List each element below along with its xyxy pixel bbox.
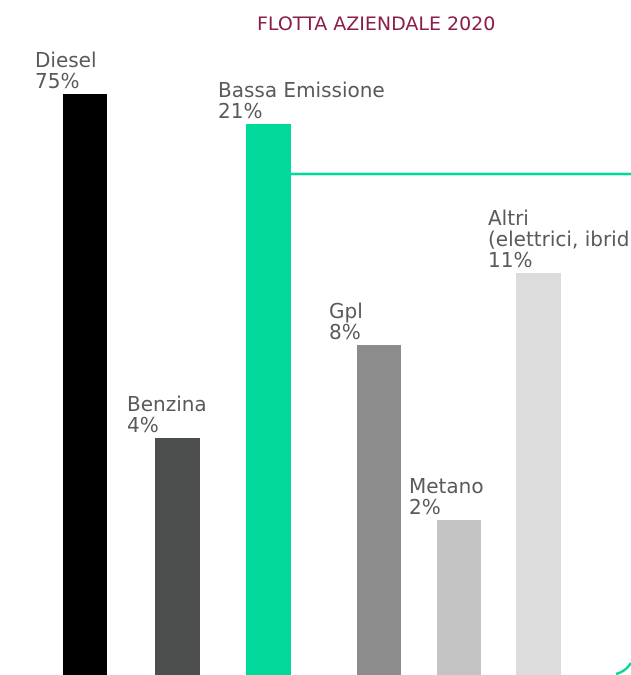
value-label-altri: 11%: [488, 248, 532, 272]
bar-benzina: [155, 438, 200, 675]
category-label-gpl: Gpl: [329, 299, 363, 323]
category-label-metano: Metano: [409, 474, 484, 498]
bar-altri: [516, 273, 561, 675]
bar-diesel: [63, 94, 107, 675]
category-label-diesel: Diesel: [35, 48, 97, 72]
category-label-altri: Altri: [488, 206, 529, 230]
bar-gpl: [357, 345, 401, 675]
bars-layer: [63, 94, 561, 675]
bar-metano: [437, 520, 481, 675]
value-label-metano: 2%: [409, 495, 441, 519]
bar-bassa-emissione: [246, 124, 291, 675]
chart-title: FLOTTA AZIENDALE 2020: [257, 13, 495, 35]
category-sublabel-altri: (elettrici, ibridi...): [488, 227, 631, 251]
group-bracket: [291, 172, 631, 675]
category-label-benzina: Benzina: [127, 392, 207, 416]
value-label-gpl: 8%: [329, 320, 361, 344]
value-label-bassa-emissione: 21%: [218, 99, 262, 123]
value-label-diesel: 75%: [35, 69, 79, 93]
value-label-benzina: 4%: [127, 413, 159, 437]
category-label-bassa-emissione: Bassa Emissione: [218, 78, 385, 102]
